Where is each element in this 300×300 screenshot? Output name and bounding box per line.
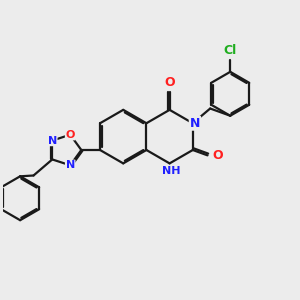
Text: O: O [212,149,223,162]
Text: Cl: Cl [224,44,237,57]
Text: O: O [65,130,75,140]
Text: NH: NH [162,166,180,176]
Text: N: N [66,160,75,170]
Text: N: N [48,136,57,146]
Text: N: N [190,117,200,130]
Text: O: O [164,76,175,89]
